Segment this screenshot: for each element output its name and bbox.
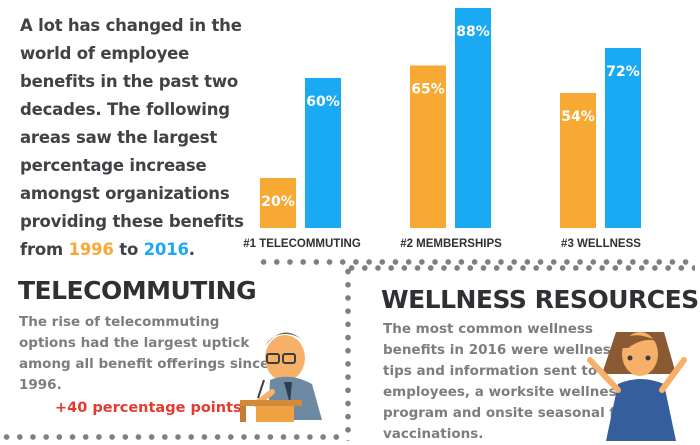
telecommuting-callout: +40 percentage points bbox=[55, 400, 242, 416]
wellness-heading: WELLNESS RESOURCES bbox=[381, 285, 699, 314]
bar-2016-1 bbox=[305, 78, 341, 228]
intro-year-start: 1996 bbox=[68, 240, 114, 259]
category-label: #2 MEMBERSHIPS bbox=[400, 238, 502, 250]
dotted-box-top bbox=[345, 265, 695, 271]
intro-year-end: 2016 bbox=[143, 240, 189, 259]
bar-value-label: 54% bbox=[561, 109, 595, 125]
bar-value-label: 60% bbox=[306, 94, 340, 110]
dotted-divider-bottom bbox=[0, 434, 345, 440]
telecommuting-heading: TELECOMMUTING bbox=[18, 276, 257, 305]
dotted-divider-top bbox=[257, 259, 693, 265]
category-label: #1 TELECOMMUTING bbox=[243, 238, 361, 250]
bar-1996-3 bbox=[560, 93, 596, 228]
bar-1996-2 bbox=[410, 65, 446, 228]
benefits-bar-chart: 20% 60% #1 TELECOMMUTING 65% 88% #2 MEMBERSHI… bbox=[243, 8, 641, 250]
intro-text: A lot has changed in the world of employ… bbox=[20, 16, 244, 259]
bar-value-label: 65% bbox=[411, 82, 445, 98]
bar-value-label: 20% bbox=[261, 194, 295, 210]
telecommuting-text: The rise of telecommuting options had th… bbox=[19, 314, 270, 393]
dotted-divider-vertical bbox=[345, 265, 351, 441]
bar-2016-2 bbox=[455, 8, 491, 228]
bar-value-label: 72% bbox=[606, 64, 640, 80]
telecommuter-illustration bbox=[240, 332, 322, 422]
bar-value-label: 88% bbox=[456, 24, 490, 40]
intro-paragraph: A lot has changed in the world of employ… bbox=[20, 12, 255, 264]
intro-connector: to bbox=[119, 240, 139, 259]
bar-1996-1 bbox=[260, 178, 296, 228]
category-label: #3 WELLNESS bbox=[561, 238, 641, 250]
intro-end-punct: . bbox=[188, 240, 195, 259]
bar-2016-3 bbox=[605, 48, 641, 228]
wellness-person-illustration bbox=[587, 332, 687, 441]
wellness-text: The most common wellness benefits in 201… bbox=[383, 321, 630, 442]
